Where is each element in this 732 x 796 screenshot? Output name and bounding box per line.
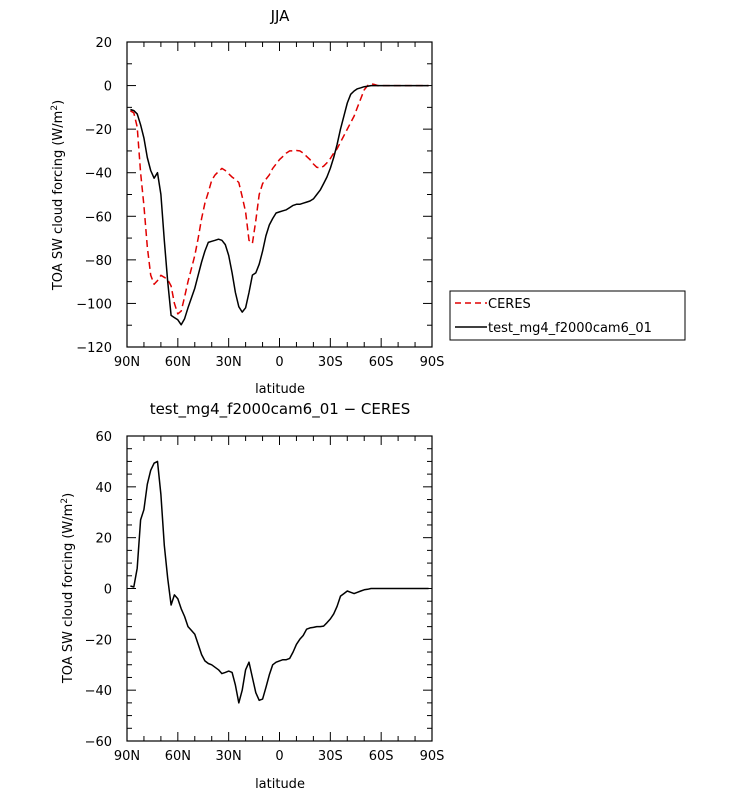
y-tick-label: −80	[85, 254, 112, 269]
top-ylabel-main: TOA SW cloud forcing (W/m	[51, 111, 66, 292]
x-tick-label: 90S	[420, 749, 445, 764]
y-tick-label: −100	[76, 297, 112, 312]
x-tick-label: 30S	[318, 749, 343, 764]
series-line-0-0	[130, 83, 429, 315]
top-series-layer	[130, 83, 429, 326]
series-line-1-0	[130, 460, 429, 704]
x-tick-label: 90N	[114, 749, 140, 764]
bottom-ticks-layer: 90N 60N 30N 0 30S 60S 90S 60 40 20 0 −20 −40 −60	[85, 430, 445, 764]
x-tick-label: 0	[275, 355, 283, 370]
y-tick-label: −60	[85, 735, 112, 750]
y-tick-label: −40	[85, 684, 112, 699]
x-tick-label: 30S	[318, 355, 343, 370]
y-tick-label: −40	[85, 167, 112, 182]
x-tick-label: 60N	[165, 355, 191, 370]
legend: CERES test_mg4_f2000cam6_01	[449, 290, 686, 341]
top-panel: JJA 90N 60N 30N 0 30S 60S 90S 20 0 −20 −40 −60 −80 −1…	[50, 7, 444, 397]
bottom-ylabel-close: )	[61, 493, 76, 498]
top-plot-frame	[126, 41, 433, 348]
y-tick-label: 20	[95, 532, 112, 547]
bottom-ylabel-sup: 2	[60, 498, 70, 504]
top-xlabel: latitude	[255, 382, 305, 397]
x-tick-label: 30N	[216, 749, 242, 764]
y-tick-label: −60	[85, 210, 112, 225]
bottom-series-layer	[130, 460, 429, 704]
y-tick-label: 0	[104, 583, 112, 598]
x-tick-label: 60S	[369, 355, 394, 370]
x-tick-label: 90N	[114, 355, 140, 370]
y-tick-label: 0	[104, 80, 112, 95]
x-tick-label: 30N	[216, 355, 242, 370]
y-tick-label: 60	[95, 430, 112, 445]
legend-box	[449, 290, 686, 341]
bottom-title: test_mg4_f2000cam6_01 − CERES	[150, 400, 411, 419]
y-tick-label: 40	[95, 481, 112, 496]
top-ticks-layer: 90N 60N 30N 0 30S 60S 90S 20 0 −20 −40 −60 −80 −100 −1…	[76, 36, 444, 370]
bottom-ylabel: TOA SW cloud forcing (W/m2)	[60, 493, 76, 684]
x-tick-label: 0	[275, 749, 283, 764]
y-tick-label: 20	[95, 36, 112, 51]
bottom-xlabel: latitude	[255, 777, 305, 792]
x-tick-label: 60N	[165, 749, 191, 764]
series-line-0-1	[130, 84, 429, 326]
bottom-ylabel-main: TOA SW cloud forcing (W/m	[61, 504, 76, 685]
y-tick-label: −20	[85, 633, 112, 648]
y-tick-label: −20	[85, 123, 112, 138]
top-title: JJA	[270, 7, 291, 25]
y-tick-label: −120	[76, 341, 112, 356]
legend-label-ceres: CERES	[488, 297, 531, 312]
bottom-panel: test_mg4_f2000cam6_01 − CERES 90N 60N 30N 0…	[60, 400, 444, 792]
top-ylabel-close: )	[51, 100, 66, 105]
x-tick-label: 90S	[420, 355, 445, 370]
legend-label-model: test_mg4_f2000cam6_01	[488, 321, 652, 336]
top-ylabel-sup: 2	[50, 105, 60, 111]
x-tick-label: 60S	[369, 749, 394, 764]
top-ylabel: TOA SW cloud forcing (W/m2)	[50, 100, 66, 291]
